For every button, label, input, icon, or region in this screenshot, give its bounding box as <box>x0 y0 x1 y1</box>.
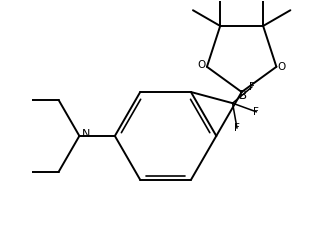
Text: F: F <box>249 82 255 92</box>
Text: F: F <box>253 107 259 117</box>
Text: O: O <box>197 60 205 70</box>
Text: B: B <box>239 89 247 102</box>
Text: N: N <box>82 129 90 139</box>
Text: O: O <box>278 63 286 72</box>
Text: F: F <box>234 123 240 133</box>
